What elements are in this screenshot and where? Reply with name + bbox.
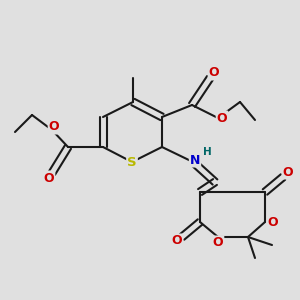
Text: O: O: [49, 121, 59, 134]
Text: O: O: [44, 172, 54, 184]
Text: O: O: [283, 166, 293, 178]
Text: H: H: [202, 147, 211, 157]
Text: O: O: [172, 235, 182, 248]
Text: O: O: [217, 112, 227, 124]
Text: O: O: [209, 67, 219, 80]
Text: O: O: [213, 236, 223, 250]
Text: N: N: [190, 154, 200, 166]
Text: S: S: [127, 155, 137, 169]
Text: O: O: [268, 215, 278, 229]
